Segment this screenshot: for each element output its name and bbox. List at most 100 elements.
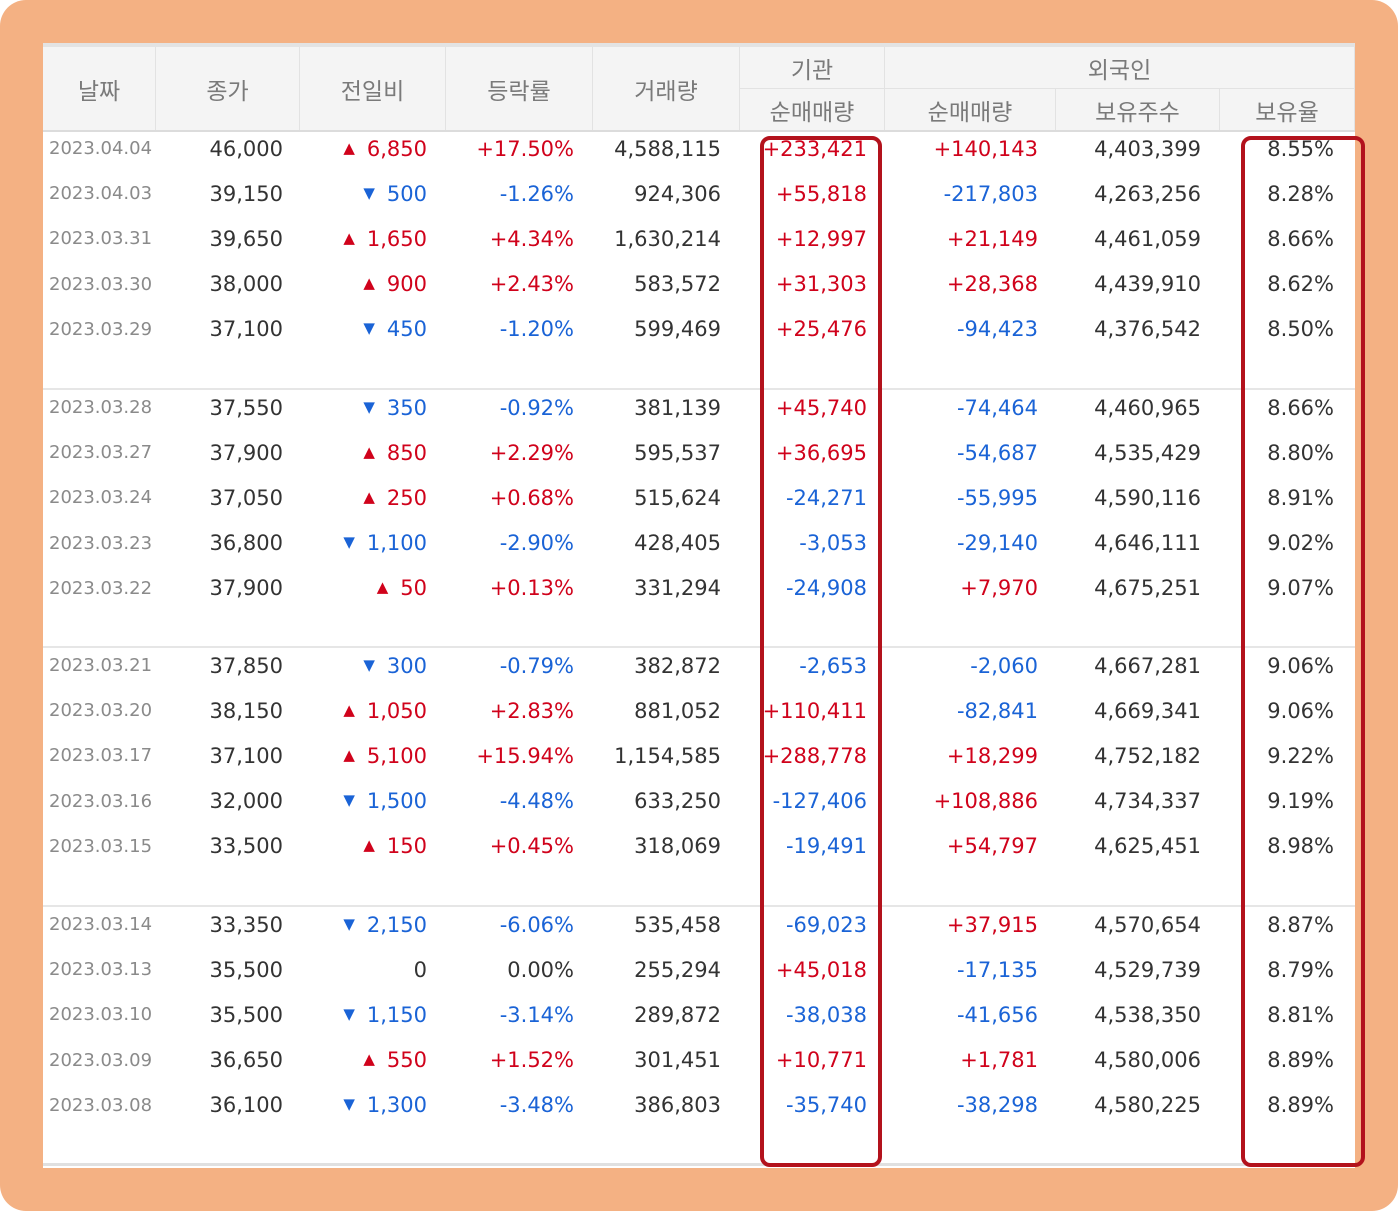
investor-trading-table: 날짜 종가 전일비 등락률 거래량 기관 순매매량 외국인 순매매량 보유주수 … [43,43,1365,1168]
col-header-foreign-ratio[interactable]: 보유율 [1220,89,1355,130]
down-triangle-icon: ▼ [363,655,375,674]
table-row[interactable]: 2023.03.14 33,350 ▼ 2,150 -6.06% 535,458 -69,0… [43,902,1355,947]
table-row[interactable]: 2023.03.24 37,050 ▲ 250 +0.68% 515,624 -24,271… [43,475,1355,520]
cell-foreign-shares: 4,535,429 [1094,440,1201,465]
col-group-institution: 기관 [740,47,885,89]
table-row[interactable]: 2023.03.30 38,000 ▲ 900 +2.43% 583,572 +31,303… [43,262,1355,307]
table-row[interactable]: 2023.03.31 39,650 ▲ 1,650 +4.34% 1,630,214 +12… [43,216,1355,261]
cell-change: ▼ 1,300 [300,1083,427,1128]
cell-change: ▲ 6,850 [300,126,427,171]
table-row[interactable]: 2023.03.29 37,100 ▼ 450 -1.20% 599,469 +25,476… [43,307,1355,352]
cell-close: 36,650 [209,1048,283,1073]
cell-foreign-shares: 4,752,182 [1094,743,1201,768]
table-row[interactable]: 2023.03.16 32,000 ▼ 1,500 -4.48% 633,250 -127,… [43,779,1355,824]
cell-foreign-ratio: 8.55% [1267,136,1334,161]
cell-institution-net: +25,476 [775,317,867,342]
cell-foreign-net: +1,781 [960,1048,1038,1073]
cell-foreign-ratio: 8.98% [1267,834,1334,859]
cell-date: 2023.03.28 [49,397,153,418]
cell-close: 46,000 [209,136,283,161]
cell-foreign-shares: 4,460,965 [1094,395,1201,420]
cell-foreign-shares: 4,538,350 [1094,1002,1201,1027]
change-value: 5,100 [366,743,427,768]
cell-institution-net: -3,053 [799,531,867,556]
cell-close: 37,100 [209,317,283,342]
cell-close: 35,500 [209,957,283,982]
cell-close: 39,650 [209,226,283,251]
cell-volume: 331,294 [634,576,721,601]
table-row[interactable]: 2023.03.22 37,900 ▲ 50 +0.13% 331,294 -24,908 +… [43,566,1355,611]
change-value: 550 [386,1048,427,1073]
cell-rate: +15.94% [476,743,574,768]
cell-change: ▼ 300 [300,643,427,688]
up-triangle-icon: ▲ [363,836,375,855]
cell-foreign-ratio: 9.07% [1267,576,1334,601]
table-row[interactable]: 2023.03.13 35,500 0 0.00% 255,294 +45,018 -17,… [43,947,1355,992]
cell-foreign-ratio: 8.89% [1267,1093,1334,1118]
table-row[interactable]: 2023.03.21 37,850 ▼ 300 -0.79% 382,872 -2,653 -… [43,643,1355,688]
cell-foreign-net: -82,841 [956,698,1038,723]
cell-institution-net: +288,778 [762,743,867,768]
cell-change: ▲ 550 [300,1038,427,1083]
table-row[interactable]: 2023.03.17 37,100 ▲ 5,100 +15.94% 1,154,585 +2… [43,733,1355,778]
change-value: 150 [386,834,427,859]
cell-institution-net: -69,023 [785,912,867,937]
col-header-date[interactable]: 날짜 [43,47,156,130]
col-header-change[interactable]: 전일비 [300,47,446,130]
cell-foreign-shares: 4,439,910 [1094,272,1201,297]
cell-date: 2023.03.10 [49,1004,153,1026]
cell-institution-net: +233,421 [762,136,867,161]
cell-volume: 924,306 [634,181,721,206]
cell-date: 2023.03.23 [49,532,153,554]
cell-foreign-ratio: 9.22% [1267,743,1334,768]
cell-volume: 255,294 [634,957,721,982]
cell-close: 35,500 [209,1002,283,1027]
cell-foreign-net: +18,299 [946,743,1038,768]
table-row[interactable]: 2023.03.23 36,800 ▼ 1,100 -2.90% 428,405 -3,05… [43,521,1355,566]
cell-volume: 289,872 [634,1002,721,1027]
cell-foreign-ratio: 8.81% [1267,1002,1334,1027]
cell-foreign-ratio: 8.62% [1267,272,1334,297]
cell-close: 33,500 [209,834,283,859]
col-header-volume[interactable]: 거래량 [593,47,740,130]
table-row[interactable]: 2023.03.28 37,550 ▼ 350 -0.92% 381,139 +45,740… [43,385,1355,430]
cell-rate: +17.50% [476,136,574,161]
cell-foreign-net: -74,464 [956,395,1038,420]
cell-foreign-shares: 4,570,654 [1094,912,1201,937]
change-value: 900 [386,272,427,297]
table-row[interactable]: 2023.04.04 46,000 ▲ 6,850 +17.50% 4,588,115 +2… [43,126,1355,171]
cell-close: 38,000 [209,272,283,297]
cell-institution-net: -24,908 [785,576,867,601]
table-row[interactable]: 2023.03.09 36,650 ▲ 550 +1.52% 301,451 +10,771… [43,1038,1355,1083]
cell-foreign-shares: 4,580,225 [1094,1093,1201,1118]
cell-rate: +0.68% [489,485,574,510]
col-header-rate[interactable]: 등락률 [446,47,593,130]
cell-change: ▲ 1,050 [300,688,427,733]
cell-institution-net: +10,771 [775,1048,867,1073]
col-header-close[interactable]: 종가 [156,47,300,130]
cell-foreign-ratio: 8.28% [1267,181,1334,206]
cell-foreign-net: -17,135 [956,957,1038,982]
table-row[interactable]: 2023.03.20 38,150 ▲ 1,050 +2.83% 881,052 +110,… [43,688,1355,733]
cell-change: ▲ 900 [300,262,427,307]
cell-rate: -1.26% [499,181,574,206]
cell-volume: 583,572 [634,272,721,297]
table-row[interactable]: 2023.03.10 35,500 ▼ 1,150 -3.14% 289,872 -38,0… [43,992,1355,1037]
cell-foreign-shares: 4,580,006 [1094,1048,1201,1073]
change-value: 500 [386,181,427,206]
table-row[interactable]: 2023.03.08 36,100 ▼ 1,300 -3.48% 386,803 -35,7… [43,1083,1355,1128]
cell-volume: 386,803 [634,1093,721,1118]
down-triangle-icon: ▼ [343,1004,355,1023]
table-row[interactable]: 2023.04.03 39,150 ▼ 500 -1.26% 924,306 +55,818… [43,171,1355,216]
col-header-foreign-shares[interactable]: 보유주수 [1056,89,1220,130]
col-header-institution-net[interactable]: 순매매량 [740,89,885,130]
table-row[interactable]: 2023.03.15 33,500 ▲ 150 +0.45% 318,069 -19,491… [43,824,1355,869]
cell-volume: 515,624 [634,485,721,510]
cell-change: ▲ 850 [300,430,427,475]
cell-change: 0 [300,947,427,992]
table-top-border [43,43,1355,47]
table-row[interactable]: 2023.03.27 37,900 ▲ 850 +2.29% 595,537 +36,695… [43,430,1355,475]
cell-foreign-ratio: 8.91% [1267,485,1334,510]
cell-foreign-shares: 4,734,337 [1094,789,1201,814]
col-header-foreign-net[interactable]: 순매매량 [885,89,1056,130]
